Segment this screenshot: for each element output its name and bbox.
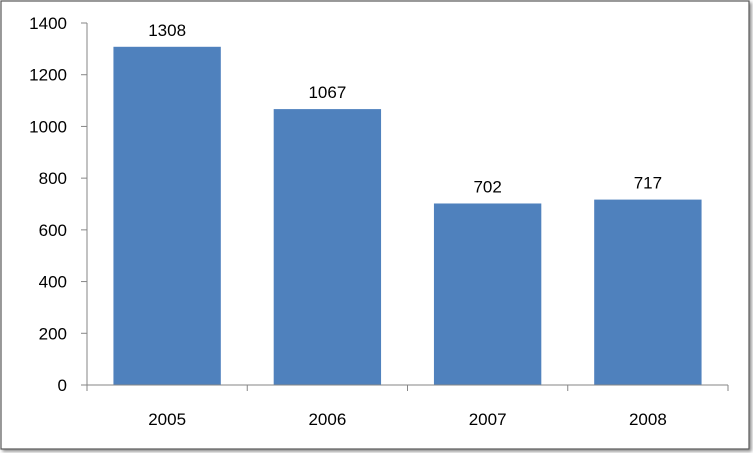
x-tick-label-2007: 2007	[469, 410, 507, 429]
y-tick-label-1000: 1000	[29, 117, 67, 136]
y-tick-label-600: 600	[39, 221, 67, 240]
y-tick-label-1200: 1200	[29, 66, 67, 85]
bars-layer	[113, 46, 702, 385]
data-labels: 1308 1067 702 717	[148, 21, 662, 197]
x-tick-label-2008: 2008	[629, 410, 667, 429]
bar-2005	[113, 46, 221, 385]
axes	[81, 22, 729, 391]
x-tick-label-2005: 2005	[148, 410, 186, 429]
y-tick-label-400: 400	[39, 273, 67, 292]
bar-2008	[594, 199, 702, 385]
data-label-2008: 717	[634, 174, 662, 193]
x-tick-labels: 2005 2006 2007 2008	[148, 410, 667, 429]
y-tick-label-1400: 1400	[29, 14, 67, 33]
y-tick-label-800: 800	[39, 169, 67, 188]
y-tick-label-0: 0	[58, 376, 67, 395]
x-tick-label-2006: 2006	[308, 410, 346, 429]
y-tick-label-200: 200	[39, 324, 67, 343]
bar-2006	[273, 109, 382, 385]
data-label-2006: 1067	[308, 83, 346, 102]
data-label-2007: 702	[473, 177, 501, 196]
y-tick-labels: 0 200 400 600 800 1000 1200 1400	[29, 14, 67, 395]
data-label-2005: 1308	[148, 21, 186, 40]
bar-2007	[433, 203, 542, 385]
